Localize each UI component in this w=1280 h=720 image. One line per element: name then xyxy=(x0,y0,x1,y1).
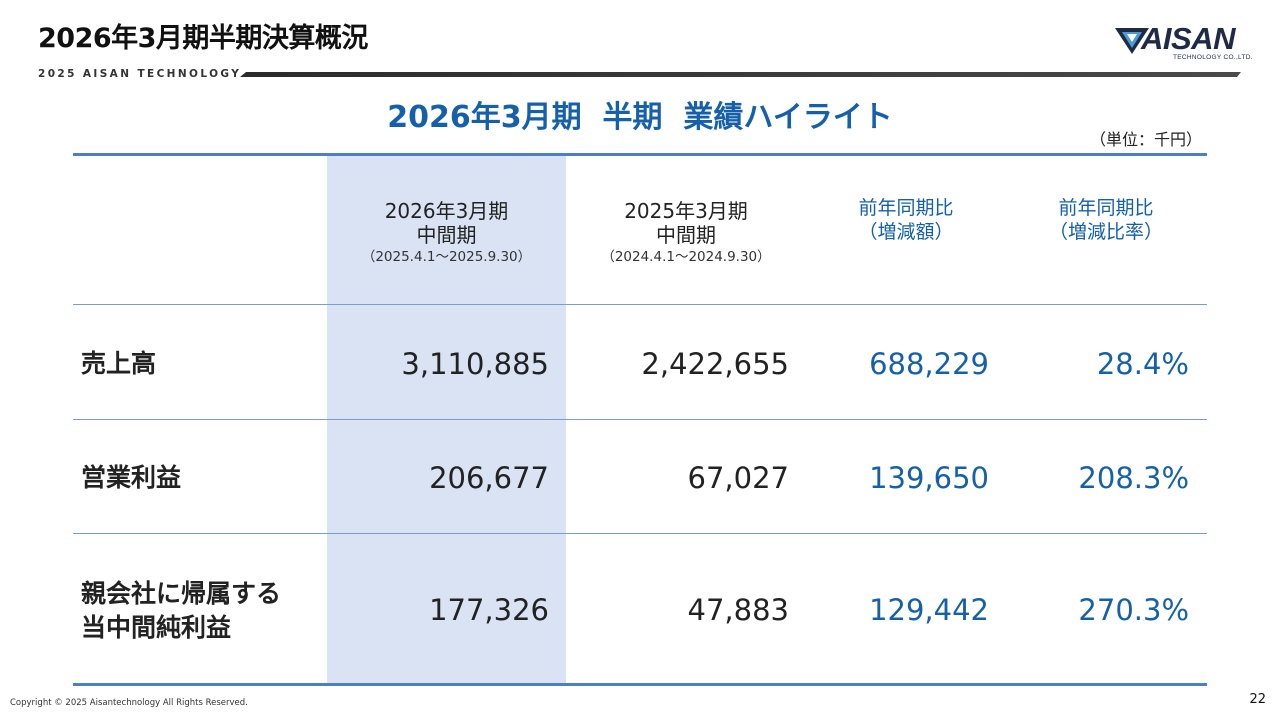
col-header-diff-line1: 前年同期比 xyxy=(858,197,954,219)
cell-sales-diff: 688,229 xyxy=(869,347,989,381)
col-header-ratio-line1: 前年同期比 xyxy=(1058,197,1154,219)
table-row-rule xyxy=(73,419,1207,420)
page-title: 2026年3月期半期決算概況 xyxy=(38,23,368,54)
col-header-previous-period: （2024.4.1～2024.9.30） xyxy=(601,249,771,265)
highlights-table: 2026年3月期 中間期 （2025.4.1～2025.9.30） 2025年3… xyxy=(73,153,1207,686)
col-header-ratio-line2: （増減比率） xyxy=(1048,221,1163,243)
col-header-previous: 2025年3月期 中間期 （2024.4.1～2024.9.30） xyxy=(566,199,806,267)
cell-ni-previous: 47,883 xyxy=(687,593,789,627)
cell-ni-current: 177,326 xyxy=(429,593,549,627)
row-label-net-income-line2: 当中間純利益 xyxy=(81,613,232,642)
logo-subtext: TECHNOLOGY CO.,LTD. xyxy=(1173,54,1253,61)
cell-sales-current: 3,110,885 xyxy=(401,347,549,381)
brand-line: 2025 AISAN TECHNOLOGY xyxy=(38,68,242,80)
table-top-rule xyxy=(73,153,1207,156)
row-label-sales: 売上高 xyxy=(81,349,157,378)
logo-mark-icon xyxy=(1115,28,1149,54)
header-rule xyxy=(240,72,1241,77)
row-label-operating-profit: 営業利益 xyxy=(81,463,182,492)
copyright-footer: Copyright © 2025 Aisantechnology All Rig… xyxy=(10,698,248,708)
col-header-diff: 前年同期比 （増減額） xyxy=(806,196,1006,244)
cell-op-current: 206,677 xyxy=(429,461,549,495)
section-title: 2026年3月期 半期 業績ハイライト xyxy=(387,100,893,135)
col-header-previous-line1: 2025年3月期 xyxy=(624,199,748,223)
col-header-current-line2: 中間期 xyxy=(416,223,477,247)
cell-op-previous: 67,027 xyxy=(687,461,789,495)
cell-sales-ratio: 28.4% xyxy=(1096,347,1189,381)
col-header-current-period: （2025.4.1～2025.9.30） xyxy=(361,249,532,265)
row-label-net-income-line1: 親会社に帰属する xyxy=(81,579,282,608)
logo-wordmark: AISAN xyxy=(1141,21,1235,56)
col-header-diff-line2: （増減額） xyxy=(858,221,954,243)
table-row-rule xyxy=(73,533,1207,534)
table-header-rule xyxy=(73,304,1207,305)
cell-ni-diff: 129,442 xyxy=(869,593,989,627)
cell-ni-ratio: 270.3% xyxy=(1078,593,1189,627)
cell-op-ratio: 208.3% xyxy=(1078,461,1189,495)
col-header-current: 2026年3月期 中間期 （2025.4.1～2025.9.30） xyxy=(327,199,566,267)
col-header-previous-line2: 中間期 xyxy=(656,223,716,247)
cell-op-diff: 139,650 xyxy=(869,461,989,495)
table-bottom-rule xyxy=(73,683,1207,686)
unit-note: （単位：千円） xyxy=(1089,130,1202,149)
company-logo: AISAN TECHNOLOGY CO.,LTD. xyxy=(1115,21,1253,62)
page-number: 22 xyxy=(1249,692,1266,707)
col-header-ratio: 前年同期比 （増減比率） xyxy=(1006,196,1206,244)
col-header-current-line1: 2026年3月期 xyxy=(384,199,509,223)
cell-sales-previous: 2,422,655 xyxy=(641,347,789,381)
